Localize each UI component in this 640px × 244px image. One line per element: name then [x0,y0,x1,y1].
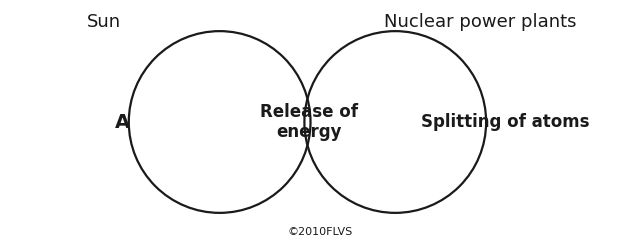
Text: Release of
energy: Release of energy [260,102,358,142]
Text: Nuclear power plants: Nuclear power plants [384,13,576,30]
Text: ©2010FLVS: ©2010FLVS [287,227,353,237]
Text: A: A [115,112,130,132]
Text: Splitting of atoms: Splitting of atoms [420,113,589,131]
Text: Sun: Sun [86,13,121,30]
